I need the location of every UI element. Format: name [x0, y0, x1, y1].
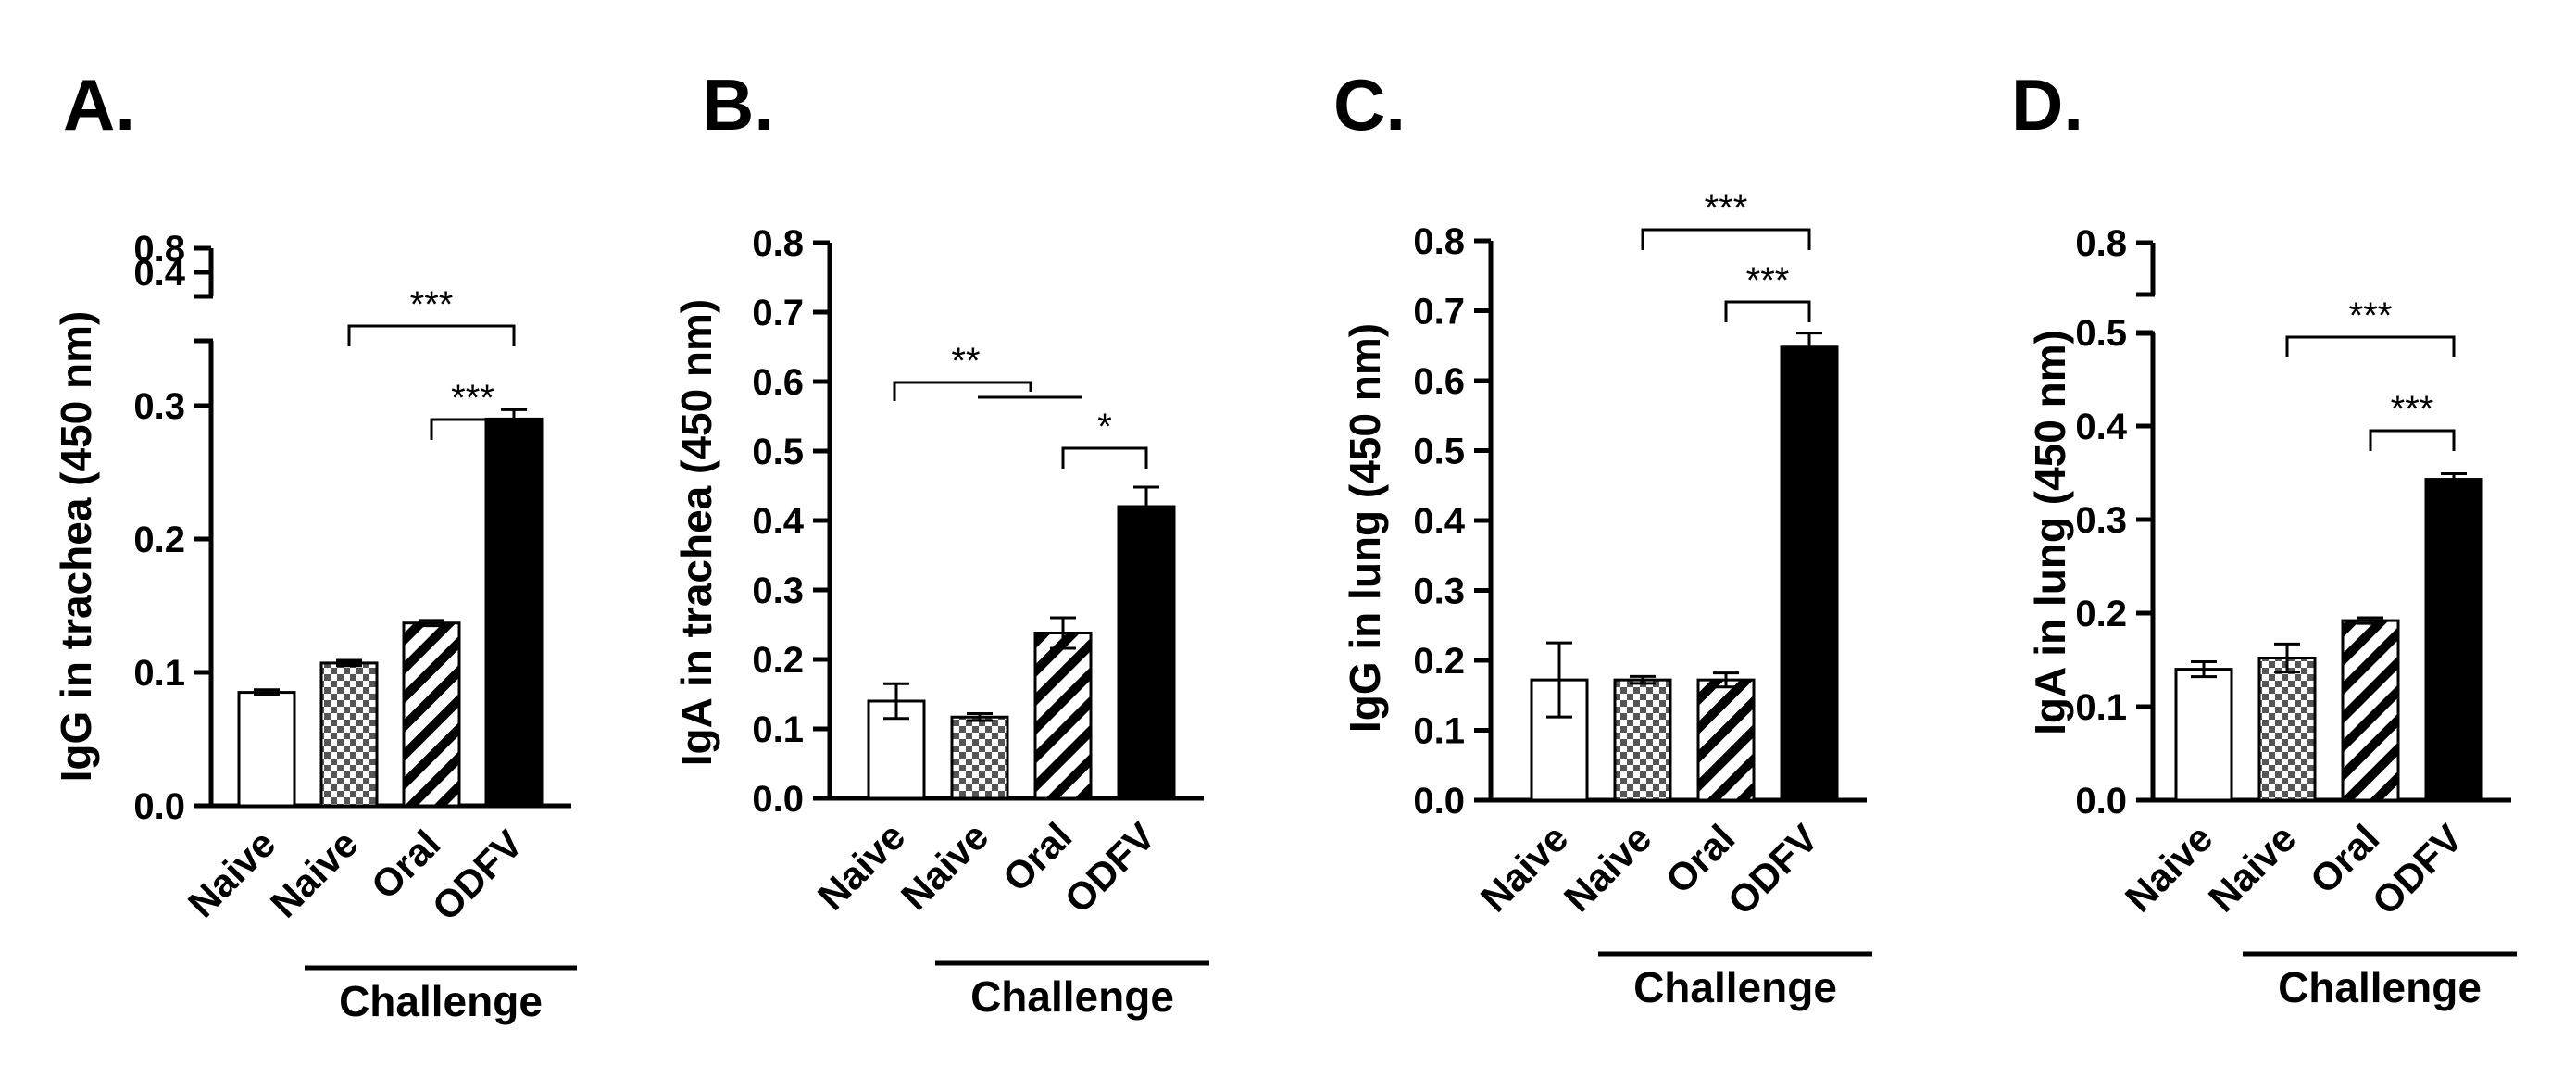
- y-axis-title: IgG in trachea (450 nm): [52, 311, 100, 783]
- chart-panel-4: 0.00.10.20.30.40.50.8NaiveNaiveOralODFVC…: [2075, 223, 2517, 1011]
- x-tick-label: Naive: [180, 821, 283, 925]
- y-tick-label: 0.4: [2075, 407, 2127, 447]
- significance-bracket: [1641, 228, 1811, 250]
- y-tick-label: 0.2: [133, 520, 185, 560]
- y-tick-label: 0.3: [752, 571, 804, 611]
- significance-label: ***: [451, 378, 494, 419]
- x-tick-label: Naive: [2200, 816, 2304, 920]
- significance-label: ***: [1746, 260, 1790, 301]
- significance-label: ***: [2391, 389, 2434, 430]
- bar: [2174, 668, 2233, 802]
- y-tick-label: 0.3: [1413, 571, 1465, 612]
- chart-panel-3: 0.00.10.20.30.40.50.60.70.8NaiveNaiveOra…: [1413, 188, 1872, 1011]
- y-tick-label: 0.0: [133, 786, 185, 827]
- group-label: Challenge: [339, 977, 543, 1025]
- bar: [319, 661, 379, 808]
- y-tick-label: 0.5: [2075, 313, 2127, 354]
- group-label: Challenge: [2278, 963, 2482, 1011]
- significance-bracket: [347, 324, 516, 346]
- bar: [2424, 478, 2483, 802]
- y-tick-label: 0.6: [1413, 361, 1465, 402]
- panel-a: A. IgG in trachea (450 nm): [52, 64, 135, 782]
- panel-b: B. IgA in trachea (450 nm): [672, 64, 774, 766]
- y-axis-title: IgA in lung (450 nm): [2026, 330, 2074, 735]
- panel-c: C. IgG in lung (450 nm): [1333, 64, 1406, 733]
- significance-label: **: [951, 341, 980, 382]
- x-tick-label: Naive: [2117, 816, 2220, 920]
- bar: [484, 417, 544, 808]
- panel-label: D.: [2011, 64, 2083, 145]
- chart-panel-1: 0.00.10.20.30.40.8NaiveNaiveOralODFVChal…: [133, 229, 577, 1025]
- panel-label: C.: [1333, 64, 1406, 145]
- y-tick-label: 0.2: [752, 640, 804, 681]
- y-tick-label: 0.5: [1413, 432, 1465, 472]
- significance-label: ***: [2349, 295, 2393, 336]
- y-tick-label: 0.1: [1413, 711, 1465, 752]
- y-axis-title: IgG in lung (450 nm): [1341, 323, 1389, 733]
- significance-label: ***: [1705, 188, 1748, 229]
- bar: [2341, 619, 2400, 802]
- y-axis-title: IgA in trachea (450 nm): [672, 299, 720, 766]
- significance-bracket: [2369, 429, 2456, 451]
- significance-label: *: [1097, 407, 1112, 447]
- bar: [1696, 678, 1756, 802]
- group-label: Challenge: [970, 972, 1174, 1021]
- bar: [1033, 632, 1093, 800]
- significance-bracket: [893, 381, 1032, 401]
- x-tick-label: Naive: [262, 821, 366, 925]
- y-tick-label: 0.0: [1413, 781, 1465, 821]
- y-tick-label: 0.1: [133, 653, 185, 694]
- y-tick-label: 0.7: [1413, 292, 1465, 332]
- x-tick-label: ODFV: [424, 821, 531, 929]
- y-tick-label: 0.1: [2075, 687, 2127, 728]
- y-tick-label: 0.4: [752, 501, 804, 542]
- y-tick-label: 0.3: [133, 386, 185, 427]
- bar: [1117, 505, 1176, 800]
- bar: [237, 691, 296, 808]
- x-tick-label: ODFV: [2364, 816, 2471, 923]
- y-tick-label: 0.8: [1413, 221, 1465, 262]
- bar: [950, 715, 1009, 800]
- y-tick-label: 0.7: [752, 293, 804, 333]
- y-tick-label: 0.3: [2075, 500, 2127, 541]
- chart-panel-2: 0.00.10.20.30.40.50.60.70.8NaiveNaiveOra…: [752, 223, 1209, 1021]
- x-tick-label: ODFV: [1719, 816, 1827, 923]
- x-tick-label: Naive: [1556, 816, 1659, 920]
- significance-bracket: [1061, 446, 1148, 469]
- bar: [1780, 345, 1839, 802]
- significance-bracket: [1724, 300, 1811, 322]
- y-tick-label: 0.0: [752, 779, 804, 820]
- x-tick-label: Naive: [893, 814, 996, 918]
- y-tick-label: 0.5: [752, 432, 804, 472]
- significance-label: ***: [410, 284, 454, 325]
- panel-label: B.: [702, 64, 774, 145]
- significance-bracket: [2285, 335, 2456, 357]
- panel-label: A.: [63, 64, 135, 145]
- y-tick-label: 0.0: [2075, 781, 2127, 821]
- x-tick-label: ODFV: [1057, 814, 1164, 922]
- y-tick-label: 0.8: [2075, 223, 2127, 264]
- x-tick-label: Naive: [1472, 816, 1576, 920]
- bar: [402, 621, 461, 808]
- significance-bracket: [430, 418, 516, 440]
- bar: [2257, 656, 2317, 802]
- bar: [1613, 678, 1672, 802]
- y-tick-label: 0.2: [1413, 641, 1465, 682]
- x-tick-label: Naive: [809, 814, 913, 918]
- group-label: Challenge: [1633, 963, 1837, 1011]
- y-tick-label: 0.4: [1413, 501, 1465, 542]
- y-tick-label: 0.8: [752, 223, 804, 264]
- panel-d: D. IgA in lung (450 nm): [2011, 64, 2083, 735]
- y-tick-label: 0.8: [133, 229, 185, 270]
- y-tick-label: 0.2: [2075, 594, 2127, 634]
- y-tick-label: 0.6: [752, 362, 804, 403]
- y-tick-label: 0.1: [752, 709, 804, 750]
- y-tick-label: 0.4: [133, 253, 185, 294]
